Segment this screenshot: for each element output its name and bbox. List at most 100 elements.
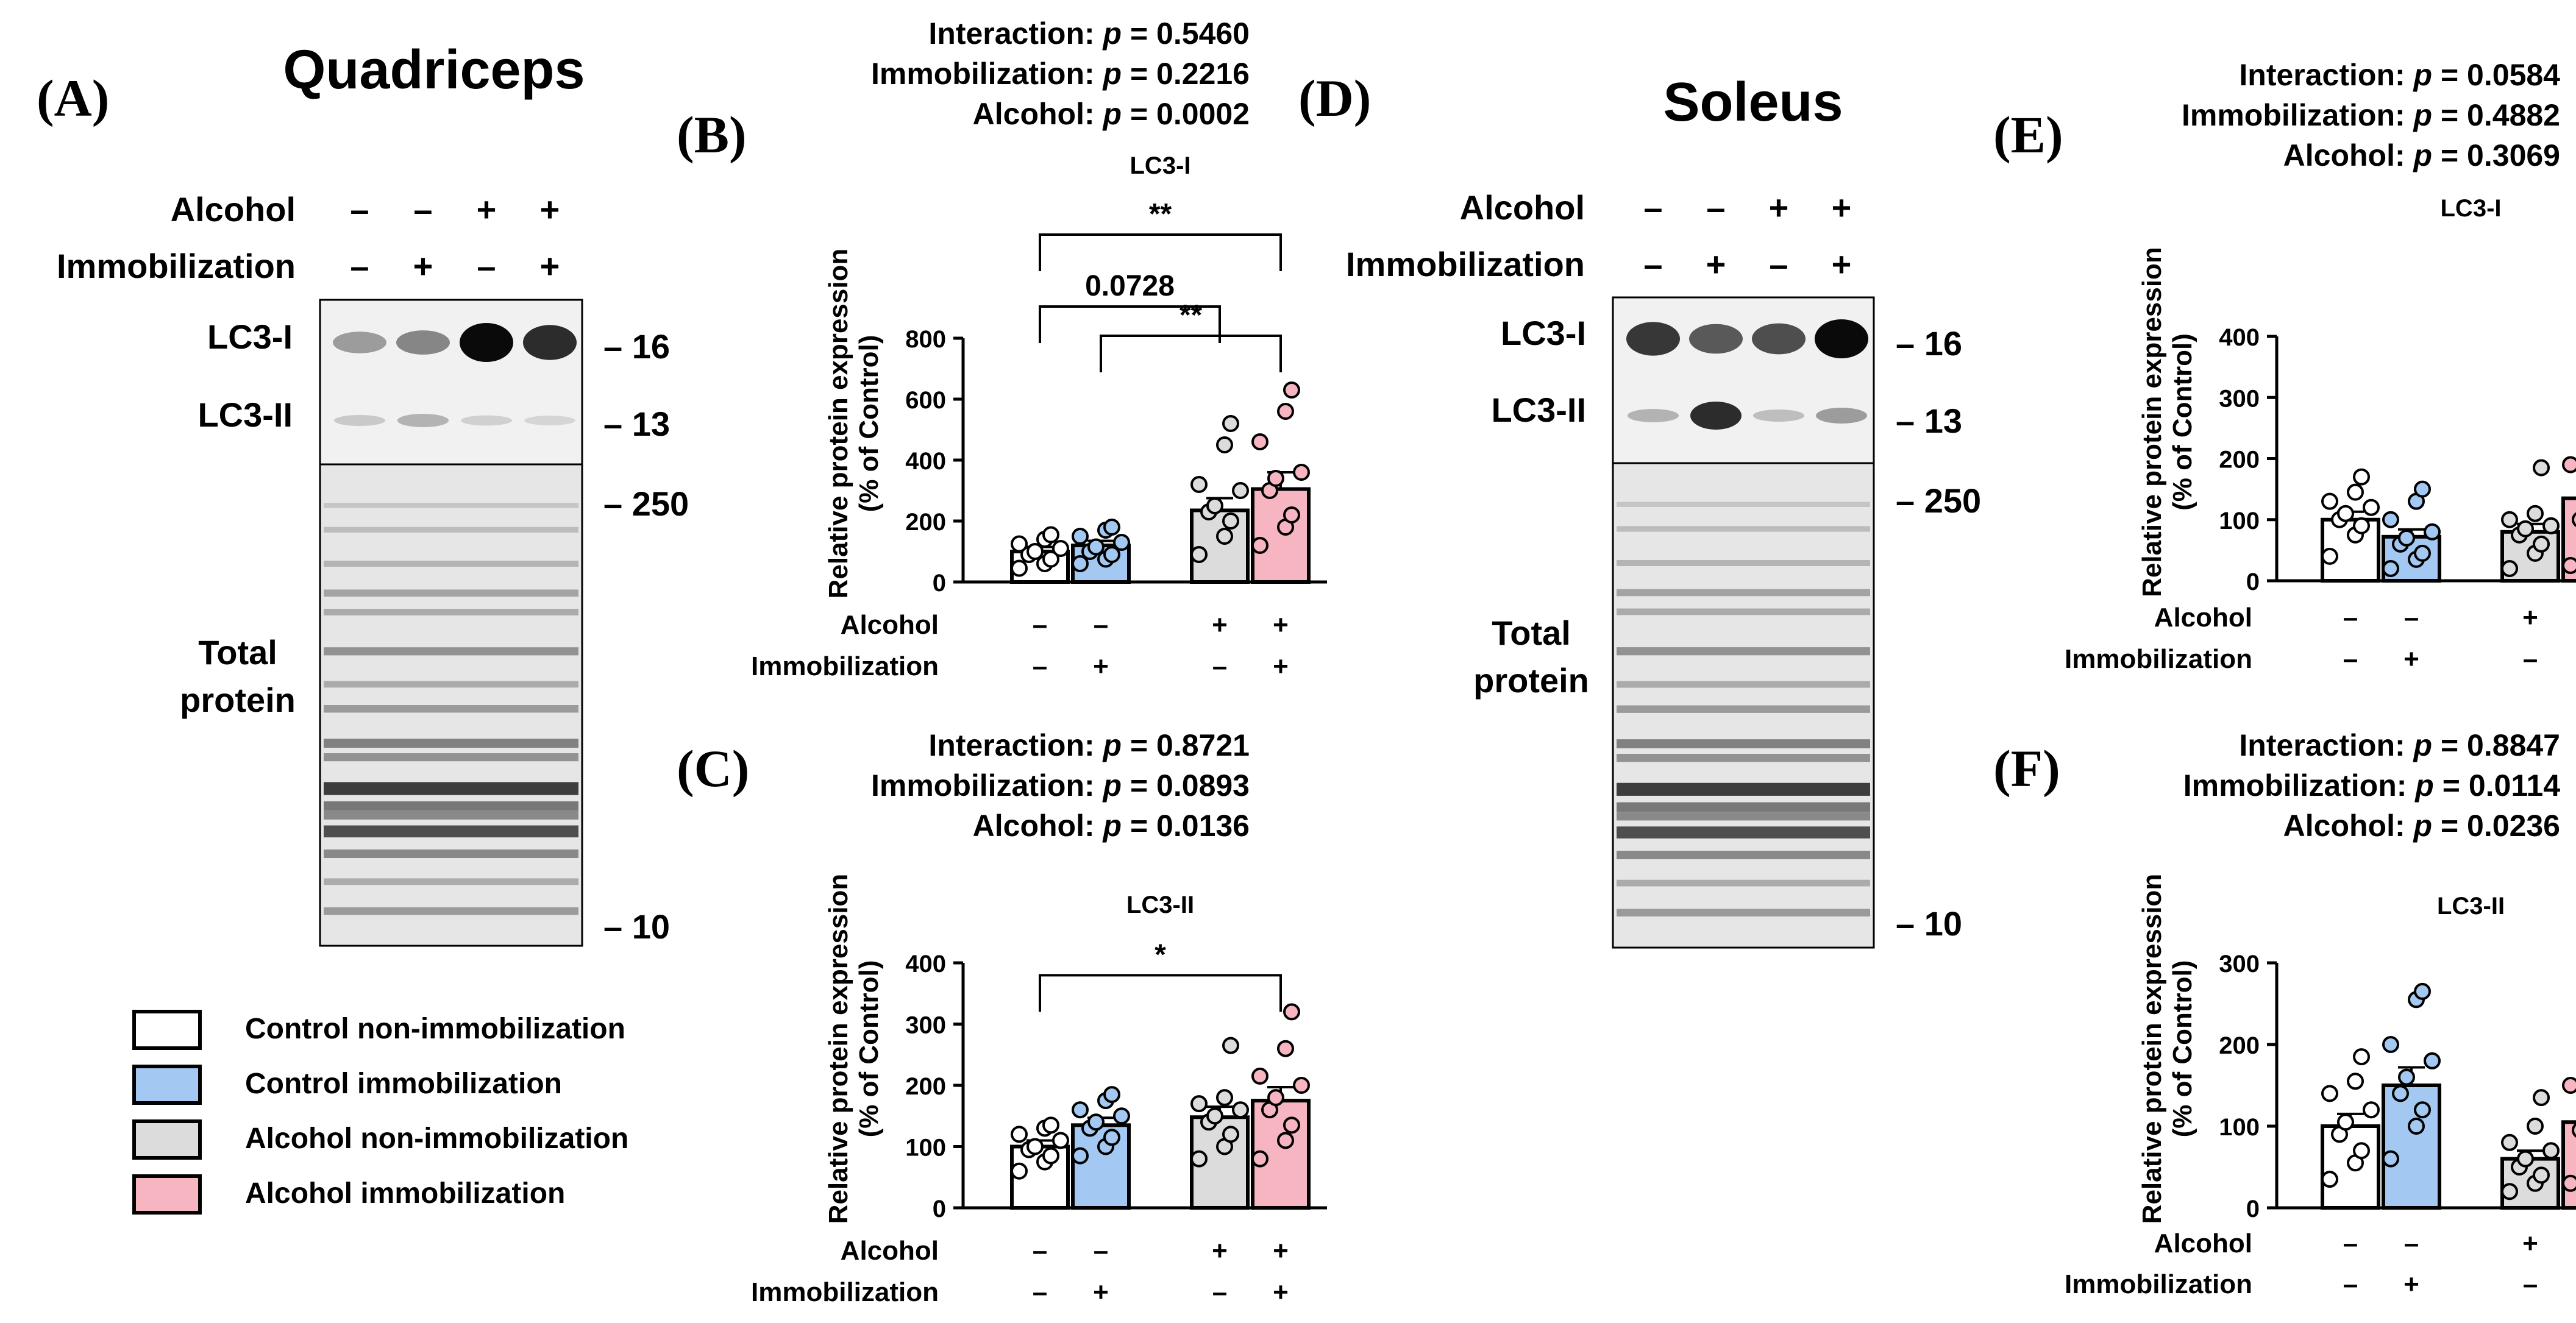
stat-line: Alcohol: p = 0.0136 bbox=[973, 809, 1250, 843]
data-point bbox=[1251, 537, 1268, 554]
data-point bbox=[2562, 556, 2576, 574]
x-treatment-sign: – bbox=[1033, 1277, 1047, 1307]
x-treatment-sign: – bbox=[2523, 644, 2538, 674]
mw-marker: – 13 bbox=[1896, 402, 1962, 440]
significance-bracket bbox=[1100, 335, 1282, 372]
y-tick-label: 300 bbox=[2219, 951, 2260, 977]
data-point bbox=[2517, 1150, 2534, 1168]
total-protein-band bbox=[324, 825, 578, 838]
data-point bbox=[1026, 1138, 1044, 1155]
stat-line: Immobilization: p = 0.0114 bbox=[2183, 768, 2560, 803]
total-protein-band bbox=[324, 561, 578, 567]
significance-label: 0.0728 bbox=[1085, 270, 1175, 302]
data-point bbox=[1052, 540, 1069, 557]
data-point bbox=[2353, 1048, 2370, 1066]
x-treatment-sign: – bbox=[1094, 1236, 1108, 1266]
treatment-sign: – bbox=[1706, 188, 1725, 227]
data-point bbox=[2321, 1085, 2338, 1102]
data-point bbox=[2533, 535, 2550, 553]
x-treatment-label: Alcohol bbox=[2154, 1229, 2252, 1258]
data-point bbox=[2533, 1089, 2550, 1107]
data-point bbox=[2382, 559, 2399, 577]
x-treatment-label: Immobilization bbox=[2065, 1269, 2252, 1299]
x-treatment-sign: – bbox=[1212, 1277, 1227, 1307]
treatment-label: Immobilization bbox=[57, 247, 296, 285]
total-protein-band bbox=[324, 647, 578, 656]
data-point bbox=[2353, 1142, 2370, 1160]
lc3-i-band bbox=[523, 325, 577, 360]
lc3-ii-band bbox=[1816, 408, 1867, 424]
legend-swatch bbox=[132, 1119, 202, 1160]
data-point bbox=[2414, 982, 2431, 1000]
panel-letter: (C) bbox=[677, 739, 749, 798]
y-axis-label: Relative protein expression bbox=[824, 874, 853, 1224]
data-point bbox=[1113, 534, 1130, 551]
x-treatment-sign: + bbox=[1273, 1277, 1289, 1307]
data-point bbox=[1072, 555, 1089, 572]
data-point bbox=[2424, 523, 2441, 541]
data-point bbox=[1103, 519, 1120, 536]
chart-title: LC3-I bbox=[2441, 195, 2502, 222]
legend-label: Control immobilization bbox=[245, 1068, 562, 1100]
data-point bbox=[2382, 1150, 2399, 1168]
x-treatment-sign: + bbox=[1212, 1236, 1228, 1266]
data-point bbox=[1072, 1101, 1089, 1119]
total-protein-band bbox=[1617, 608, 1870, 615]
x-treatment-label: Alcohol bbox=[841, 610, 939, 640]
x-treatment-sign: – bbox=[2343, 1229, 2358, 1258]
lc3-i-band bbox=[396, 330, 450, 355]
total-protein-band bbox=[324, 739, 578, 748]
panel-letter: (A) bbox=[37, 69, 109, 127]
lc3-ii-band bbox=[524, 416, 575, 425]
data-point bbox=[1103, 546, 1120, 563]
y-tick-label: 800 bbox=[905, 326, 946, 353]
x-treatment-sign: – bbox=[1094, 610, 1108, 640]
data-point bbox=[2321, 492, 2338, 510]
chart-c: (C) Interaction: p = 0.8721 Immobilization… bbox=[677, 728, 1327, 1307]
treatment-sign: – bbox=[477, 247, 496, 285]
mw-marker: – 13 bbox=[603, 405, 670, 443]
data-point bbox=[2321, 1171, 2338, 1188]
x-treatment-sign: + bbox=[1273, 1236, 1289, 1266]
data-point bbox=[1293, 1077, 1310, 1094]
data-point bbox=[2337, 505, 2354, 522]
data-point bbox=[2542, 1142, 2560, 1160]
significance-bracket bbox=[1039, 974, 1282, 1012]
lc3-ii-band bbox=[1690, 402, 1742, 430]
treatment-sign: + bbox=[1832, 188, 1852, 227]
x-treatment-sign: + bbox=[2403, 1269, 2419, 1299]
treatment-sign: + bbox=[413, 247, 433, 285]
data-point bbox=[1232, 1101, 1249, 1119]
bar bbox=[1071, 1123, 1131, 1210]
total-protein-band bbox=[1617, 705, 1870, 713]
chart-b: (B) Interaction: p = 0.5460 Immobilization… bbox=[677, 16, 1327, 681]
data-point bbox=[1267, 470, 1284, 487]
x-treatment-label: Alcohol bbox=[2154, 603, 2252, 633]
data-point bbox=[1052, 1132, 1069, 1149]
total-protein-band bbox=[324, 782, 578, 795]
chart-title: LC3-II bbox=[1126, 892, 1194, 918]
x-treatment-sign: + bbox=[1093, 1277, 1109, 1307]
total-protein-band bbox=[1617, 560, 1870, 566]
data-point bbox=[1206, 497, 1223, 514]
data-point bbox=[2501, 1133, 2518, 1151]
data-point bbox=[2533, 1166, 2550, 1184]
total-protein-band bbox=[324, 527, 578, 533]
data-point bbox=[2392, 1085, 2409, 1102]
bar-charts: (B) Interaction: p = 0.5460 Immobilization… bbox=[677, 16, 2576, 1307]
mw-marker: – 10 bbox=[603, 907, 670, 946]
data-point bbox=[1251, 433, 1268, 450]
stat-line: Immobilization: p = 0.2216 bbox=[871, 57, 1250, 91]
lc3-ii-band bbox=[334, 415, 385, 426]
data-point bbox=[2424, 1052, 2441, 1069]
significance-bracket bbox=[1039, 233, 1282, 271]
y-tick-label: 200 bbox=[905, 1073, 946, 1100]
stat-line: Interaction: p = 0.8847 bbox=[2239, 728, 2560, 762]
y-axis-label: (% of Control) bbox=[854, 960, 884, 1138]
legend-item: Control non-immobilization bbox=[132, 1010, 625, 1050]
data-point bbox=[2562, 1077, 2576, 1094]
total-protein-band bbox=[1617, 502, 1870, 507]
total-protein-band bbox=[1617, 909, 1870, 917]
chart-title: LC3-I bbox=[1130, 152, 1191, 179]
x-treatment-sign: + bbox=[2522, 603, 2538, 633]
